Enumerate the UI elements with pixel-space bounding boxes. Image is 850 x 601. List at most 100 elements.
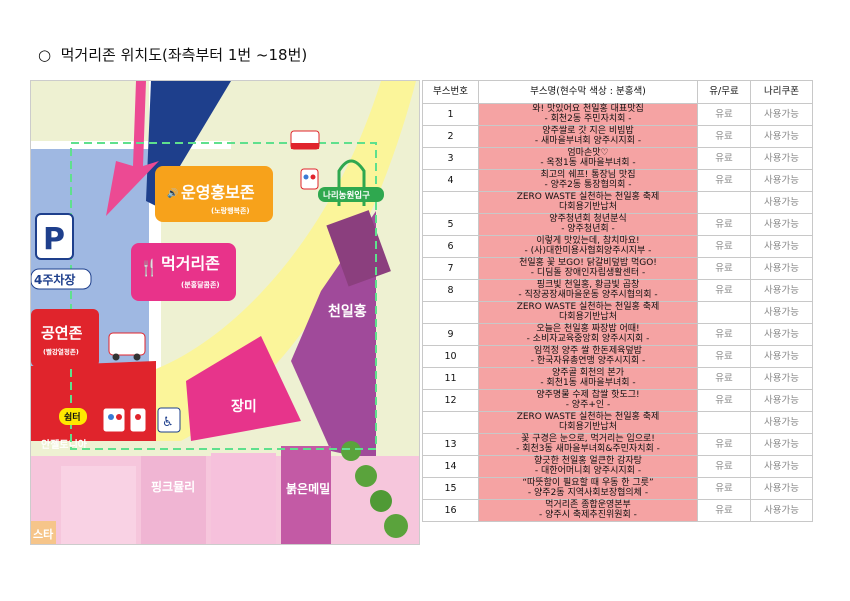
booth-number: 12 bbox=[422, 389, 479, 412]
header-fee: 유/무료 bbox=[697, 80, 751, 104]
coupon-status: 사용가능 bbox=[750, 411, 813, 434]
booth-number: 9 bbox=[422, 323, 479, 346]
booth-title: 핑크빛 천일홍, 황금빛 곱창 bbox=[536, 280, 640, 290]
table-row: ZERO WASTE 실천하는 천일홍 축제 다회용기반납처 사용가능 bbox=[422, 411, 813, 434]
table-row: 1 와! 맛있어요 천일홍 대표맛집 - 회천2동 주민자치회 - 유료 사용가능 bbox=[422, 103, 813, 126]
fee-status: 유료 bbox=[697, 147, 751, 170]
coupon-status: 사용가능 bbox=[750, 213, 813, 236]
booth-organization: - 회천2동 주민자치회 - bbox=[544, 113, 632, 124]
fee-status bbox=[697, 301, 751, 324]
fee-status: 유료 bbox=[697, 169, 751, 192]
table-row: 7 천일홍 꽃 보GO! 닭갈비덮밥 먹GO! - 디딤돌 장애인자립생활센터 -… bbox=[422, 257, 813, 280]
booth-title: 이렇게 맛있는데, 참치마요! bbox=[536, 236, 640, 246]
booth-name: 양주골 회천의 본가 - 회천1동 새마을부녀회 - bbox=[478, 367, 698, 390]
header-booth-no: 부스번호 bbox=[422, 80, 479, 104]
booth-number: 5 bbox=[422, 213, 479, 236]
booth-number bbox=[422, 301, 479, 324]
table-row: 6 이렇게 맛있는데, 참치마요! - (사)대한미용사협회양주시지부 - 유료 … bbox=[422, 235, 813, 258]
table-row: ZERO WASTE 실천하는 천일홍 축제 다회용기반납처 사용가능 bbox=[422, 301, 813, 324]
table-row: 15 “따뜻함이 필요할 때 우동 한 그릇” - 양주2동 지역사회보장협의체 … bbox=[422, 477, 813, 500]
booth-name: 오늘은 천일홍 짜장밥 어때! - 소비자교육중앙회 양주시지회 - bbox=[478, 323, 698, 346]
fee-status bbox=[697, 191, 751, 214]
header-coupon: 나리쿠폰 bbox=[750, 80, 813, 104]
table-row: 11 양주골 회천의 본가 - 회천1동 새마을부녀회 - 유료 사용가능 bbox=[422, 367, 813, 390]
booth-organization: - 새마을부녀회 양주시지회 - bbox=[534, 135, 642, 146]
direction-arrow-icon bbox=[106, 81, 159, 216]
booth-number: 6 bbox=[422, 235, 479, 258]
booth-organization: - 대한어머니회 양주시지회 - bbox=[534, 465, 642, 476]
booth-organization: - 양주시 축제추진위원회 - bbox=[539, 509, 637, 520]
booth-number: 14 bbox=[422, 455, 479, 478]
fee-status: 유료 bbox=[697, 323, 751, 346]
coupon-status: 사용가능 bbox=[750, 477, 813, 500]
booth-title: “따뜻함이 필요할 때 우동 한 그릇” bbox=[522, 478, 654, 488]
booth-title: 양주쌀로 갓 지은 비빔밥 bbox=[542, 126, 634, 136]
booth-name: 천일홍 꽃 보GO! 닭갈비덮밥 먹GO! - 디딤돌 장애인자립생활센터 - bbox=[478, 257, 698, 280]
booth-number: 1 bbox=[422, 103, 479, 126]
booth-organization: 다회용기반납처 bbox=[559, 311, 617, 322]
coupon-status: 사용가능 bbox=[750, 345, 813, 368]
booth-title: 와! 맛있어요 천일홍 대표맛집 bbox=[532, 104, 644, 114]
booth-number: 8 bbox=[422, 279, 479, 302]
food-zone-boundary bbox=[70, 142, 377, 450]
table-row: 14 향긋한 천일홍 얼큰한 감자탕 - 대한어머니회 양주시지회 - 유료 사용… bbox=[422, 455, 813, 478]
table-row: 9 오늘은 천일홍 짜장밥 어때! - 소비자교육중앙회 양주시지회 - 유료 사… bbox=[422, 323, 813, 346]
flower-beds bbox=[326, 210, 391, 287]
food-zone-label: 먹거리존 bbox=[161, 254, 220, 273]
performance-zone-sub: (빨강열정존) bbox=[43, 347, 79, 356]
booth-number: 2 bbox=[422, 125, 479, 148]
fee-status: 유료 bbox=[697, 477, 751, 500]
table-row: 16 먹거리존 종합운영본부 - 양주시 축제추진위원회 - 유료 사용가능 bbox=[422, 499, 813, 522]
coupon-status: 사용가능 bbox=[750, 235, 813, 258]
booth-organization: - 직장공장새마을운동 양주시협의회 - bbox=[518, 289, 658, 300]
booth-organization: - 회천1동 새마을부녀회 - bbox=[540, 377, 636, 388]
table-row: ZERO WASTE 실천하는 천일홍 축제 다회용기반납처 사용가능 bbox=[422, 191, 813, 214]
booth-name: 향긋한 천일홍 얼큰한 감자탕 - 대한어머니회 양주시지회 - bbox=[478, 455, 698, 478]
booth-organization: - 양주2동 지역사회보장협의체 - bbox=[527, 487, 649, 498]
booth-number: 15 bbox=[422, 477, 479, 500]
entrance-label: 나리농원입구 bbox=[323, 190, 370, 201]
fee-status: 유료 bbox=[697, 125, 751, 148]
red-buckwheat-label: 붉은메밀 bbox=[286, 481, 330, 496]
fee-status: 유료 bbox=[697, 213, 751, 236]
parking-label: 4주차장 bbox=[34, 272, 75, 287]
booth-title: 향긋한 천일홍 얼큰한 감자탕 bbox=[534, 456, 642, 466]
svg-text:P: P bbox=[43, 222, 65, 257]
ambulance-icon bbox=[108, 332, 146, 361]
coupon-status: 사용가능 bbox=[750, 257, 813, 280]
restroom-icon bbox=[300, 168, 319, 190]
speaker-icon: 🔊 bbox=[167, 187, 178, 199]
svg-text:♿: ♿ bbox=[162, 415, 174, 430]
booth-name: ZERO WASTE 실천하는 천일홍 축제 다회용기반납처 bbox=[478, 301, 698, 324]
booth-title: 꽃 구경은 눈으로, 먹거리는 입으로! bbox=[521, 434, 655, 444]
booth-number bbox=[422, 191, 479, 214]
booth-name: 임꺽정 양주 쌀 한돈제육덮밥 - 한국자유총연맹 양주시지회 - bbox=[478, 345, 698, 368]
promo-zone-sign bbox=[155, 166, 273, 222]
entrance-arch-icon bbox=[337, 159, 366, 206]
booth-name: 엄마손맛♡ - 옥정1동 새마을부녀회 - bbox=[478, 147, 698, 170]
booth-title: ZERO WASTE 실천하는 천일홍 축제 bbox=[516, 192, 660, 202]
accessible-icon: ♿ bbox=[157, 407, 181, 433]
booth-number: 7 bbox=[422, 257, 479, 280]
booth-title: 임꺽정 양주 쌀 한돈제육덮밥 bbox=[534, 346, 642, 356]
promo-zone-sub: (노랑행복존) bbox=[211, 206, 250, 215]
booth-name: 최고의 쉐프! 통장님 맛집 - 양주2동 통장협의회 - bbox=[478, 169, 698, 192]
rose-label: 장미 bbox=[231, 398, 257, 415]
festival-map: 장미 천일홍 핑크뮬리 붉은메밀 스타 안젤토니아 🔊 운영홍보존 (노랑행복존… bbox=[30, 80, 420, 545]
entrance-sign bbox=[318, 187, 384, 202]
coupon-status: 사용가능 bbox=[750, 323, 813, 346]
table-row: 3 엄마손맛♡ - 옥정1동 새마을부녀회 - 유료 사용가능 bbox=[422, 147, 813, 170]
coupon-status: 사용가능 bbox=[750, 169, 813, 192]
trees bbox=[341, 441, 408, 538]
booth-name: 와! 맛있어요 천일홍 대표맛집 - 회천2동 주민자치회 - bbox=[478, 103, 698, 126]
fee-status bbox=[697, 411, 751, 434]
table-row: 12 양주명물 수제 찹쌀 핫도그! - 양주+인 - 유료 사용가능 bbox=[422, 389, 813, 412]
booth-title: ZERO WASTE 실천하는 천일홍 축제 bbox=[516, 302, 660, 312]
booth-number: 4 bbox=[422, 169, 479, 192]
coupon-status: 사용가능 bbox=[750, 367, 813, 390]
booth-name: ZERO WASTE 실천하는 천일홍 축제 다회용기반납처 bbox=[478, 411, 698, 434]
booth-organization: - 양주+인 - bbox=[565, 399, 611, 410]
booth-organization: - 회천3동 새마을부녀회&주민자치회 - bbox=[516, 443, 660, 454]
booth-name: ZERO WASTE 실천하는 천일홍 축제 다회용기반납처 bbox=[478, 191, 698, 214]
fee-status: 유료 bbox=[697, 257, 751, 280]
